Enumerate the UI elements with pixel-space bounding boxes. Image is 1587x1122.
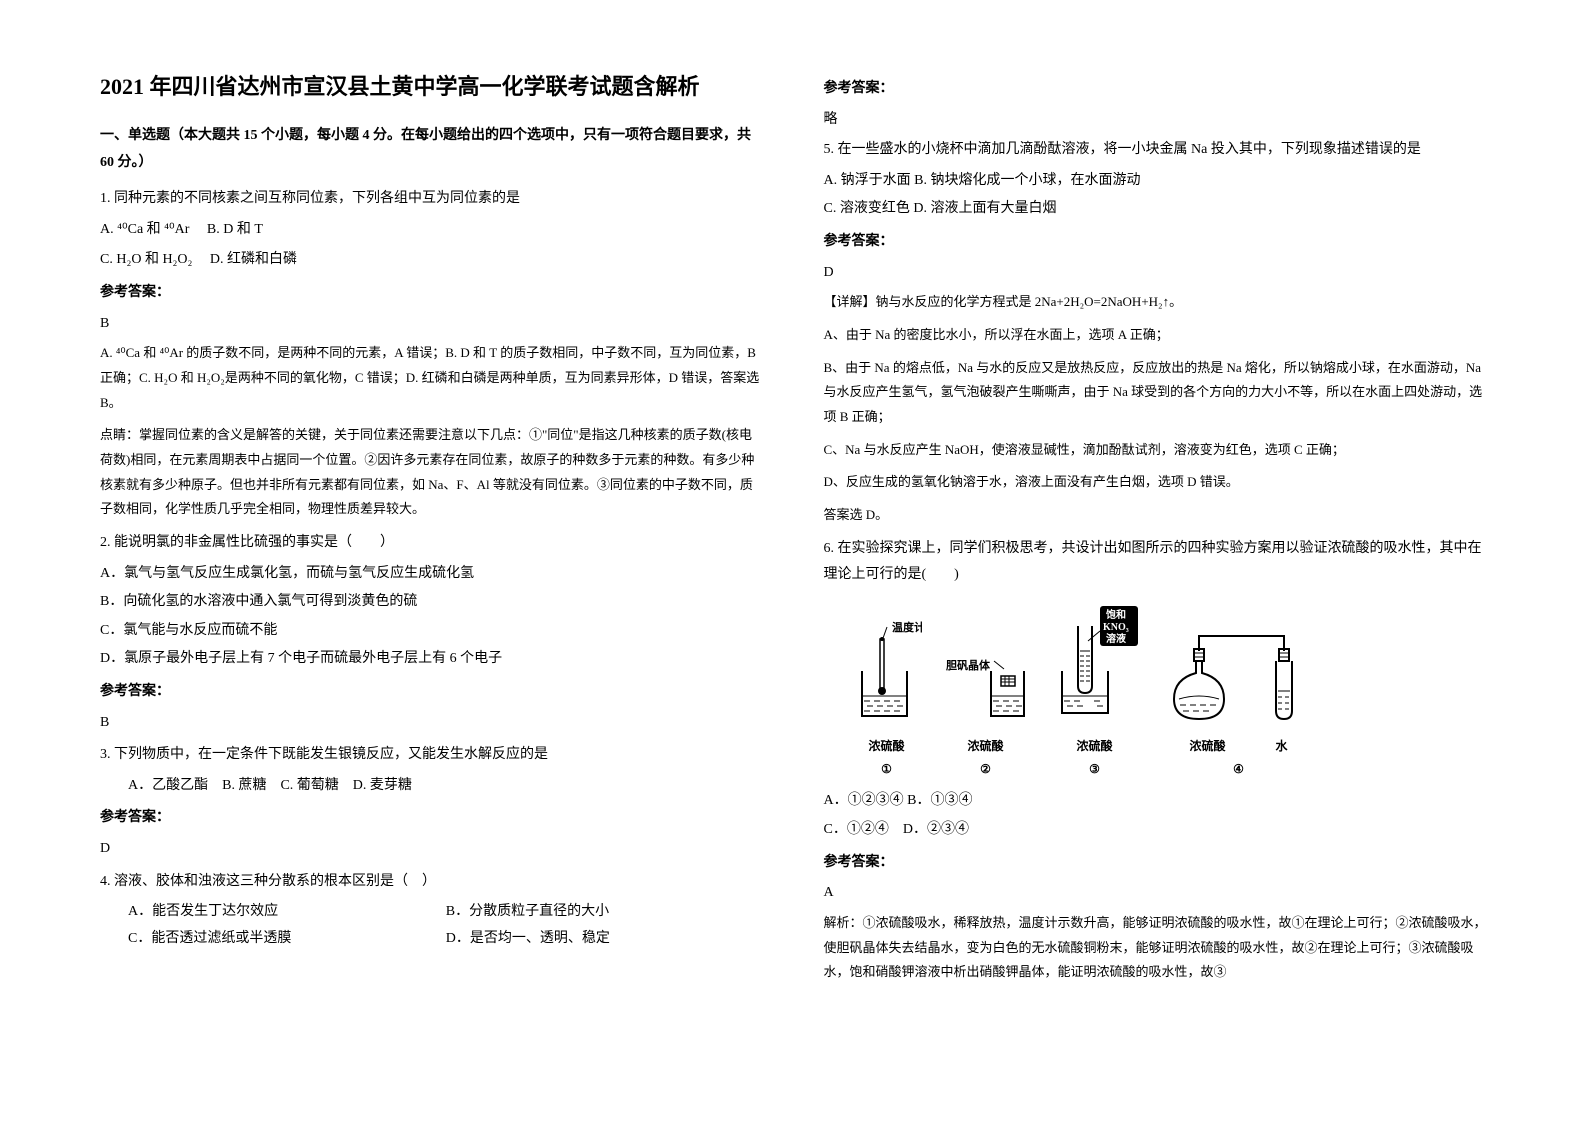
diagram-4: 浓硫酸 水 ④ xyxy=(1164,621,1314,781)
q5-exp-c: C、Na 与水反应产生 NaOH，使溶液显碱性，滴加酚酞试剂，溶液变为红色，选项… xyxy=(824,438,1488,463)
question-1: 1. 同种元素的不同核素之间互称同位素，下列各组中互为同位素的是 A. ⁴⁰Ca… xyxy=(100,186,764,522)
diagram-3-label: 浓硫酸 xyxy=(1076,735,1112,758)
q2-opt-b: B．向硫化氢的水溶液中通入氯气可得到淡黄色的硫 xyxy=(100,589,764,616)
diagram-2-label: 浓硫酸 xyxy=(967,735,1003,758)
svg-text:KNO₃: KNO₃ xyxy=(1103,622,1129,633)
q3-answer-label: 参考答案： xyxy=(100,805,764,832)
svg-text:饱和: 饱和 xyxy=(1106,608,1126,621)
svg-text:溶液: 溶液 xyxy=(1106,632,1126,645)
q1-opt-a: A. ⁴⁰Ca 和 ⁴⁰Ar xyxy=(100,222,189,237)
q6-opt-cd: C．①②④ D．②③④ xyxy=(824,817,1488,844)
q4-answer: 略 xyxy=(824,107,1488,134)
q4-opts-row1: A．能否发生丁达尔效应 B．分散质粒子直径的大小 xyxy=(100,899,764,926)
q1-answer: B xyxy=(100,311,764,338)
q6-opt-ab: A．①②③④ B．①③④ xyxy=(824,788,1488,815)
q4-opt-a: A．能否发生丁达尔效应 xyxy=(128,899,446,926)
q2-opt-a: A．氯气与氢气反应生成氯化氢，而硫与氢气反应生成硫化氢 xyxy=(100,561,764,588)
diagram-4-num: ④ xyxy=(1233,758,1244,781)
left-column: 2021 年四川省达州市宣汉县土黄中学高一化学联考试题含解析 一、单选题（本大题… xyxy=(100,70,764,1052)
q5-answer-label: 参考答案： xyxy=(824,229,1488,256)
beaker-thermometer-icon: 温度计 xyxy=(852,621,922,731)
q1-answer-label: 参考答案： xyxy=(100,280,764,307)
question-2: 2. 能说明氯的非金属性比硫强的事实是（ ） A．氯气与氢气反应生成氯化氢，而硫… xyxy=(100,530,764,736)
document-title: 2021 年四川省达州市宣汉县土黄中学高一化学联考试题含解析 xyxy=(100,70,764,103)
beaker-crystal-icon: 胆矾晶体 xyxy=(946,621,1026,731)
right-column: 参考答案： 略 5. 在一些盛水的小烧杯中滴加几滴酚酞溶液，将一小块金属 Na … xyxy=(824,70,1488,1052)
question-5: 5. 在一些盛水的小烧杯中滴加几滴酚酞溶液，将一小块金属 Na 投入其中，下列现… xyxy=(824,137,1488,527)
q1-opt-d: D. 红磷和白磷 xyxy=(210,252,297,267)
q1-options-2: C. H₂O 和 H₂O₂ D. 红磷和白磷 xyxy=(100,247,764,274)
q5-answer: D xyxy=(824,260,1488,287)
q4-text: 4. 溶液、胶体和浊液这三种分散系的根本区别是（ ） xyxy=(100,869,764,896)
q3-answer: D xyxy=(100,836,764,863)
q5-exp-a: A、由于 Na 的密度比水小，所以浮在水面上，选项 A 正确； xyxy=(824,323,1488,348)
q1-opt-b: B. D 和 T xyxy=(207,222,263,237)
q5-exp-end: 答案选 D。 xyxy=(824,503,1488,528)
temp-label: 温度计 xyxy=(892,621,922,634)
question-3: 3. 下列物质中，在一定条件下既能发生银镜反应，又能发生水解反应的是 A．乙酸乙… xyxy=(100,742,764,862)
q6-exp: 解析：①浓硫酸吸水，稀释放热，温度计示数升高，能够证明浓硫酸的吸水性，故①在理论… xyxy=(824,911,1488,985)
diagram-3-num: ③ xyxy=(1089,758,1100,781)
q1-explanation-1: A. ⁴⁰Ca 和 ⁴⁰Ar 的质子数不同，是两种不同的元素，A 错误；B. D… xyxy=(100,341,764,415)
q6-answer-label: 参考答案： xyxy=(824,850,1488,877)
q5-opt-ab: A. 钠浮于水面 B. 钠块熔化成一个小球，在水面游动 xyxy=(824,168,1488,195)
q1-opt-c: C. H₂O 和 H₂O₂ xyxy=(100,252,192,267)
q2-opt-c: C．氯气能与水反应而硫不能 xyxy=(100,618,764,645)
connected-flasks-icon xyxy=(1164,621,1314,731)
diagram-4-label-acid: 浓硫酸 xyxy=(1189,735,1225,758)
q1-options: A. ⁴⁰Ca 和 ⁴⁰Ar B. D 和 T xyxy=(100,217,764,244)
q2-answer-label: 参考答案： xyxy=(100,679,764,706)
q5-text: 5. 在一些盛水的小烧杯中滴加几滴酚酞溶液，将一小块金属 Na 投入其中，下列现… xyxy=(824,137,1488,164)
q2-opt-d: D．氯原子最外电子层上有 7 个电子而硫最外电子层上有 6 个电子 xyxy=(100,646,764,673)
diagram-1-label: 浓硫酸 xyxy=(868,735,904,758)
diagram-2: 胆矾晶体 浓硫酸 ② xyxy=(946,621,1026,781)
q3-options: A．乙酸乙酯 B. 蔗糖 C. 葡萄糖 D. 麦芽糖 xyxy=(100,773,764,800)
q4-opts-row2: C．能否透过滤纸或半透膜 D．是否均一、透明、稳定 xyxy=(100,926,764,953)
q5-exp-b: B、由于 Na 的熔点低，Na 与水的反应又是放热反应，反应放出的热是 Na 熔… xyxy=(824,356,1488,430)
question-6: 6. 在实验探究课上，同学们积极思考，共设计出如图所示的四种实验方案用以验证浓硫… xyxy=(824,536,1488,985)
q1-explanation-2: 点睛：掌握同位素的含义是解答的关键，关于同位素还需要注意以下几点：①"同位"是指… xyxy=(100,423,764,522)
diagram-1: 温度计 浓硫酸 ① xyxy=(852,621,922,781)
svg-text:胆矾晶体: 胆矾晶体 xyxy=(946,658,991,672)
q1-text: 1. 同种元素的不同核素之间互称同位素，下列各组中互为同位素的是 xyxy=(100,186,764,213)
q4-opt-d: D．是否均一、透明、稳定 xyxy=(446,926,764,953)
q2-text: 2. 能说明氯的非金属性比硫强的事实是（ ） xyxy=(100,530,764,557)
q4-answer-label: 参考答案： xyxy=(824,76,1488,103)
q5-opt-cd: C. 溶液变红色 D. 溶液上面有大量白烟 xyxy=(824,196,1488,223)
diagram-3: 饱和 KNO₃ 溶液 浓硫酸 xyxy=(1050,601,1140,781)
q5-exp-title: 【详解】钠与水反应的化学方程式是 2Na+2H₂O=2NaOH+H₂↑。 xyxy=(824,290,1488,315)
q3-text: 3. 下列物质中，在一定条件下既能发生银镜反应，又能发生水解反应的是 xyxy=(100,742,764,769)
q5-exp-d: D、反应生成的氢氧化钠溶于水，溶液上面没有产生白烟，选项 D 错误。 xyxy=(824,470,1488,495)
diagram-1-num: ① xyxy=(881,758,892,781)
q2-answer: B xyxy=(100,710,764,737)
q4-opt-b: B．分散质粒子直径的大小 xyxy=(446,899,764,926)
q6-answer: A xyxy=(824,880,1488,907)
beaker-testtube-icon: 饱和 KNO₃ 溶液 xyxy=(1050,601,1140,731)
q6-diagram: 温度计 浓硫酸 ① 胆矾晶体 xyxy=(852,601,1488,781)
question-4: 4. 溶液、胶体和浊液这三种分散系的根本区别是（ ） A．能否发生丁达尔效应 B… xyxy=(100,869,764,953)
section-1-header: 一、单选题（本大题共 15 个小题，每小题 4 分。在每小题给出的四个选项中，只… xyxy=(100,123,764,176)
q6-text: 6. 在实验探究课上，同学们积极思考，共设计出如图所示的四种实验方案用以验证浓硫… xyxy=(824,536,1488,589)
diagram-2-num: ② xyxy=(980,758,991,781)
diagram-4-label-water: 水 xyxy=(1276,735,1288,758)
q4-opt-c: C．能否透过滤纸或半透膜 xyxy=(128,926,446,953)
